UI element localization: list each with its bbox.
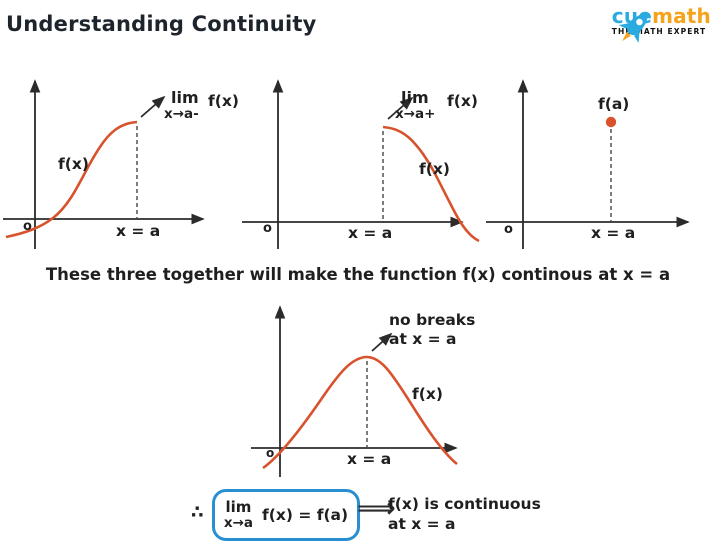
right-limit-approach-label: x→a+: [395, 106, 436, 122]
value-x-equals-a-label: x = a: [591, 224, 636, 242]
right-limit-arrow: [387, 96, 414, 120]
limit-stack: lim x→a: [223, 498, 254, 531]
left-limit-graph: [3, 79, 205, 249]
continuous-curve-label: f(x): [412, 385, 443, 403]
function-value-point: [605, 116, 617, 128]
right-origin-label: o: [263, 221, 272, 236]
value-origin-label: o: [504, 222, 513, 237]
right-x-equals-a-label: x = a: [348, 224, 393, 242]
left-limit-lim-label: lim: [171, 88, 199, 107]
function-value-label: f(a): [598, 95, 630, 113]
no-breaks-note-line1: no breaks: [389, 311, 476, 329]
left-graph-curve: [5, 120, 138, 239]
implies-arrow: ⟹: [357, 493, 396, 524]
left-limit-arrow: [140, 95, 166, 118]
page-title: Understanding Continuity: [6, 12, 317, 36]
continuous-graph: [251, 305, 458, 477]
continuous-x-equals-a-label: x = a: [347, 450, 392, 468]
no-breaks-arrow: [371, 332, 393, 352]
right-limit-fx-label: f(x): [447, 92, 478, 110]
left-curve-label: f(x): [58, 155, 89, 173]
conclusion-result-line1: f(x) is continuous: [388, 495, 541, 513]
right-curve-label: f(x): [419, 160, 450, 178]
right-limit-lim-label: lim: [401, 88, 429, 107]
continuous-origin-label: o: [266, 446, 275, 460]
function-value-graph: [486, 79, 690, 249]
continuous-graph-curve: [262, 355, 458, 470]
right-graph-curve: [382, 125, 480, 243]
conclusion-approach-label: x→a: [223, 514, 254, 531]
conclusion-result-line2: at x = a: [388, 515, 456, 533]
figure-caption: These three together will make the funct…: [45, 265, 671, 284]
rocket-icon: [618, 12, 648, 44]
left-limit-approach-label: x→a-: [164, 106, 199, 122]
limit-equation: f(x) = f(a): [262, 506, 349, 524]
left-origin-label: o: [23, 219, 32, 234]
right-limit-graph: [242, 79, 480, 249]
left-x-equals-a-label: x = a: [116, 222, 161, 240]
left-limit-fx-label: f(x): [208, 92, 239, 110]
therefore-symbol: ∴: [191, 502, 204, 523]
logo-tagline: THE MATH EXPERT: [611, 27, 707, 36]
no-breaks-note-line2: at x = a: [389, 330, 457, 348]
cuemath-logo: cuemath THE MATH EXPERT: [611, 4, 711, 44]
limit-equation-box: lim x→a f(x) = f(a): [212, 489, 360, 541]
logo-math-text: math: [652, 4, 711, 28]
conclusion-lim-label: lim: [225, 498, 252, 517]
